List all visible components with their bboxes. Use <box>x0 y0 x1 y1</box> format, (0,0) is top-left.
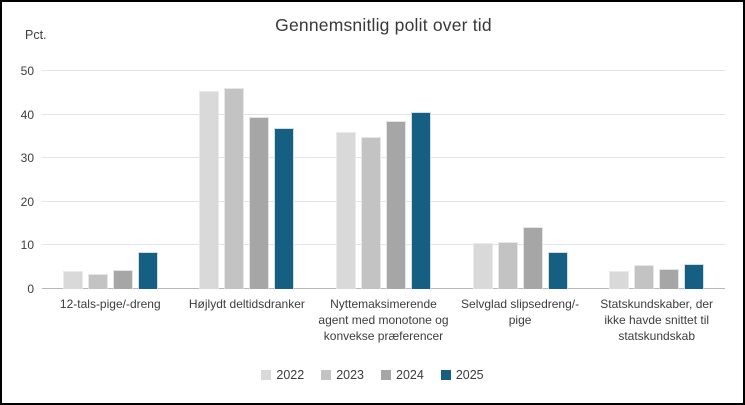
gridline <box>42 244 725 246</box>
bar-2024 <box>522 227 543 289</box>
legend-item-2023: 2023 <box>321 368 364 382</box>
y-axis-tick-label: 20 <box>20 194 34 209</box>
category-label: Nyttemaksimerende agent med monotone og … <box>318 297 449 343</box>
bar-2022 <box>472 243 493 289</box>
y-axis-tick-label: 50 <box>20 64 34 78</box>
legend-swatch <box>440 370 451 380</box>
bar-groups <box>42 71 725 289</box>
category-label: 12-tals-pige/-dreng <box>59 297 161 311</box>
gridline <box>42 113 725 115</box>
y-axis-tick-label: 0 <box>27 282 34 296</box>
bar-2025 <box>684 263 705 289</box>
bar-2025 <box>547 251 568 289</box>
y-axis-tick-label: 40 <box>20 107 34 122</box>
x-axis-category-labels: 12-tals-pige/-dreng Højlydt deltidsdranke… <box>42 296 725 344</box>
legend-swatch <box>321 370 332 380</box>
legend-label: 2022 <box>276 368 305 382</box>
bar-group <box>42 71 179 289</box>
legend: 2022 2023 2024 2025 <box>2 368 743 382</box>
gridline <box>42 157 725 159</box>
y-axis: 0 10 20 30 40 50 <box>2 65 34 295</box>
gridline <box>42 70 725 71</box>
category-label: Statskundskaber, der ikke havde snittet … <box>600 297 714 343</box>
legend-item-2022: 2022 <box>261 368 304 382</box>
bar-2022 <box>609 271 630 289</box>
bar-2022 <box>335 132 356 289</box>
y-axis-tick-label: 30 <box>20 151 34 166</box>
bar-2025 <box>410 111 431 289</box>
bar-2023 <box>634 264 655 289</box>
x-axis-line <box>42 288 725 289</box>
bar-2023 <box>360 137 381 289</box>
bar-group <box>315 71 452 289</box>
legend-label: 2023 <box>336 368 364 382</box>
bar-group <box>452 71 589 289</box>
bar-group <box>588 71 725 289</box>
bar-2023 <box>87 274 108 289</box>
bar-2024 <box>659 269 680 289</box>
bar-2022 <box>199 90 220 289</box>
bar-2024 <box>249 116 270 289</box>
bar-2023 <box>224 88 245 289</box>
legend-item-2024: 2024 <box>381 368 424 382</box>
gridline <box>42 200 725 202</box>
bar-2023 <box>497 241 518 289</box>
legend-label: 2025 <box>455 368 484 382</box>
category-label: Selvglad slipsedreng/-pige <box>461 297 580 327</box>
bar-2025 <box>274 127 295 289</box>
legend-item-2025: 2025 <box>440 368 484 382</box>
y-axis-tick-label: 10 <box>20 238 34 253</box>
plot-area <box>42 70 725 289</box>
bar-group <box>179 71 316 289</box>
bar-2024 <box>385 121 406 289</box>
legend-swatch <box>261 370 272 380</box>
bar-2022 <box>62 270 83 289</box>
y-axis-unit-label: Pct. <box>25 28 47 42</box>
legend-label: 2024 <box>396 368 424 382</box>
bar-2025 <box>137 252 158 289</box>
category-label: Højlydt deltidsdranker <box>188 297 305 311</box>
bar-2024 <box>112 270 133 289</box>
legend-swatch <box>381 370 391 380</box>
chart-title: Gennemsnitlig polit over tid <box>275 15 492 35</box>
